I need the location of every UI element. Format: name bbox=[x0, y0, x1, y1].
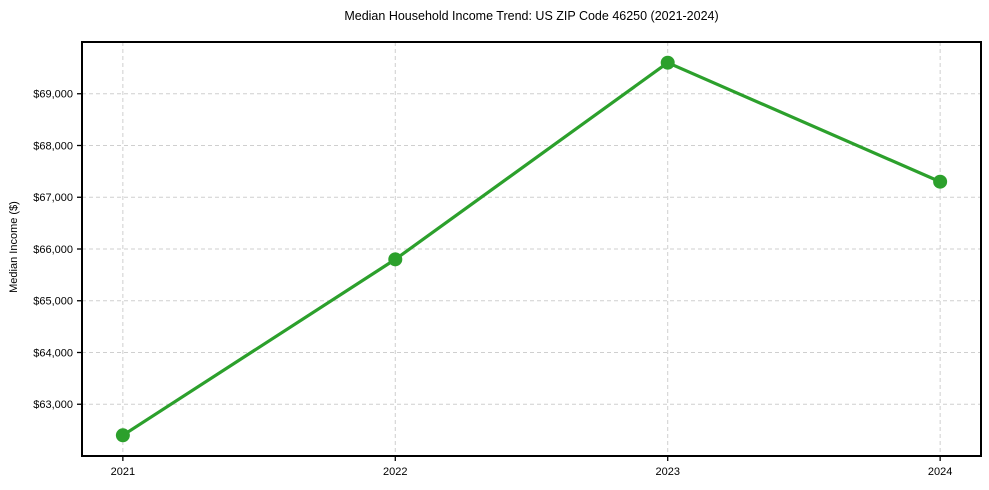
trend-line bbox=[121, 61, 942, 437]
x-tick-label: 2023 bbox=[655, 466, 679, 478]
y-axis-label: Median Income ($) bbox=[8, 201, 20, 293]
data-point-2021 bbox=[115, 428, 130, 443]
chart-title: Median Household Income Trend: US ZIP Co… bbox=[344, 9, 719, 23]
data-point-2023 bbox=[660, 55, 675, 70]
x-tick-label: 2024 bbox=[928, 466, 952, 478]
y-tick-label: $66,000 bbox=[33, 244, 73, 256]
y-tick-label: $63,000 bbox=[33, 399, 73, 411]
y-tick-label: $64,000 bbox=[33, 347, 73, 359]
x-tick-label: 2021 bbox=[111, 466, 135, 478]
y-tick-label: $69,000 bbox=[33, 89, 73, 101]
y-tick-label: $68,000 bbox=[33, 140, 73, 152]
y-tick-label: $65,000 bbox=[33, 296, 73, 308]
data-point-2022 bbox=[388, 252, 403, 267]
x-tick-label: 2022 bbox=[383, 466, 407, 478]
data-point-2024 bbox=[933, 174, 948, 189]
y-tick-label: $67,000 bbox=[33, 192, 73, 204]
